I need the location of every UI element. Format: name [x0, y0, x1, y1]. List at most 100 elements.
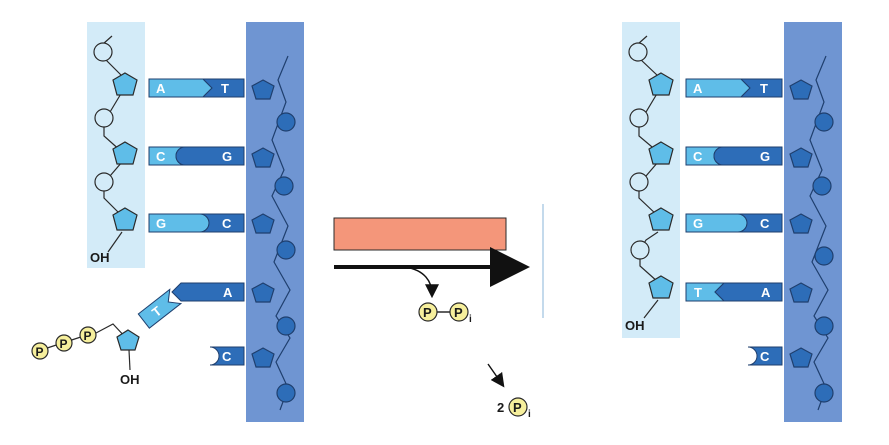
phosphate-circle — [276, 240, 296, 260]
phosphate-subscript: i — [469, 314, 472, 325]
sugar-pentagon — [112, 207, 138, 231]
phosphate-circle — [628, 42, 648, 62]
template-base-shape — [739, 78, 783, 98]
template-base-shape — [714, 282, 783, 302]
new-base-letter: C — [156, 149, 166, 164]
phosphate-circle — [812, 176, 832, 196]
left-panel: OH A T C — [31, 22, 304, 422]
new-base-letter: G — [693, 216, 703, 231]
phosphate-circle — [274, 176, 294, 196]
sugar-pentagon — [251, 79, 275, 100]
right-panel: OH A T C G — [622, 22, 842, 422]
template-base-letter: C — [222, 349, 232, 364]
phosphate-circle — [276, 383, 296, 403]
phosphate-circle — [814, 316, 834, 336]
template-base-shape — [747, 346, 783, 366]
sugar-pentagon — [789, 79, 813, 100]
template-base-letter: A — [761, 285, 771, 300]
sugar-pentagon — [251, 147, 275, 168]
template-base-letter: T — [221, 81, 229, 96]
phosphate-letter: P — [36, 345, 44, 359]
template-base-letter: C — [760, 349, 770, 364]
left-new-strand-phosphates — [93, 42, 114, 192]
phosphate-circle — [276, 316, 296, 336]
phosphate-letter: P — [60, 337, 68, 351]
new-base-letter: C — [693, 149, 703, 164]
right-oh-label: OH — [625, 318, 645, 333]
incoming-sugar — [116, 329, 140, 351]
sugar-pentagon — [112, 72, 138, 96]
phosphate-symbol — [55, 334, 73, 352]
incoming-base-shape — [137, 288, 183, 329]
phosphate-circle — [93, 42, 113, 62]
template-base-letter: A — [223, 285, 233, 300]
phosphate-circle — [630, 240, 650, 260]
phosphate-letter: P — [513, 400, 522, 415]
left-template-sugars — [251, 79, 275, 368]
phosphate-circle — [94, 108, 114, 128]
phosphate-subscript: i — [528, 409, 531, 420]
phosphate-letter: P — [84, 329, 92, 343]
coefficient: 2 — [497, 400, 504, 415]
left-base-pair-3: G C — [148, 213, 245, 233]
hydrolysis-arrow — [487, 363, 505, 388]
phosphate-circle — [629, 108, 649, 128]
phosphate-circle — [276, 112, 296, 132]
incoming-nucleotide: T OH P P P — [31, 288, 183, 387]
left-base-pair-2: C G — [148, 146, 245, 166]
right-base-pair-2: C G — [685, 146, 783, 166]
two-phosphates: 2 P i — [497, 397, 531, 420]
triphosphate: P P P — [31, 326, 97, 360]
pyrophosphate: P P i — [418, 302, 472, 325]
left-template-base-c: C — [209, 346, 245, 366]
phosphate-circle — [629, 172, 649, 192]
left-oh-label: OH — [90, 250, 110, 265]
sugar-pentagon — [648, 72, 674, 96]
template-base-letter: T — [760, 81, 768, 96]
phosphate-symbol — [79, 326, 97, 344]
template-base-shape — [209, 346, 245, 366]
phosphate-symbol — [418, 302, 438, 322]
new-base-letter: G — [156, 216, 166, 231]
right-template-phosphates — [812, 112, 834, 403]
incoming-oh-label: OH — [120, 372, 140, 387]
left-base-pair-1: A T — [148, 78, 245, 98]
template-base-shape — [737, 213, 783, 233]
sugar-pentagon — [789, 213, 813, 234]
phosphate-symbol — [508, 397, 528, 417]
sugar-pentagon — [251, 347, 275, 368]
phosphate-circle — [814, 112, 834, 132]
template-base-letter: G — [222, 149, 232, 164]
new-base-letter: A — [693, 81, 703, 96]
ppi-release-arrow — [404, 266, 439, 299]
right-new-strand-phosphates — [628, 42, 650, 260]
right-template-base-c: C — [747, 346, 783, 366]
template-base-shape — [171, 282, 245, 302]
template-base-shape — [201, 78, 245, 98]
phosphate-symbol — [449, 302, 469, 322]
sugar-pentagon — [789, 347, 813, 368]
sugar-pentagon — [112, 141, 138, 165]
left-new-strand-backbone — [87, 22, 145, 268]
sugar-pentagon — [648, 275, 674, 299]
template-base-shape — [713, 146, 783, 166]
phosphate-circle — [94, 172, 114, 192]
new-base-letter: A — [156, 81, 166, 96]
right-template-sugars — [789, 79, 813, 368]
template-base-letter: C — [760, 216, 770, 231]
sugar-pentagon — [789, 147, 813, 168]
right-base-pair-4: T A — [685, 282, 783, 302]
template-base-shape — [199, 213, 245, 233]
template-base-shape — [175, 146, 245, 166]
right-base-pair-3: G C — [685, 213, 783, 233]
sugar-pentagon — [648, 141, 674, 165]
right-new-strand-sugars — [648, 72, 674, 299]
template-base-letter: G — [760, 149, 770, 164]
left-template-phosphates — [274, 112, 296, 403]
sugar-pentagon — [648, 207, 674, 231]
phosphate-letter: P — [423, 305, 432, 320]
phosphate-circle — [814, 246, 834, 266]
phosphate-letter: P — [454, 305, 463, 320]
left-template-base-a: A — [171, 282, 245, 302]
